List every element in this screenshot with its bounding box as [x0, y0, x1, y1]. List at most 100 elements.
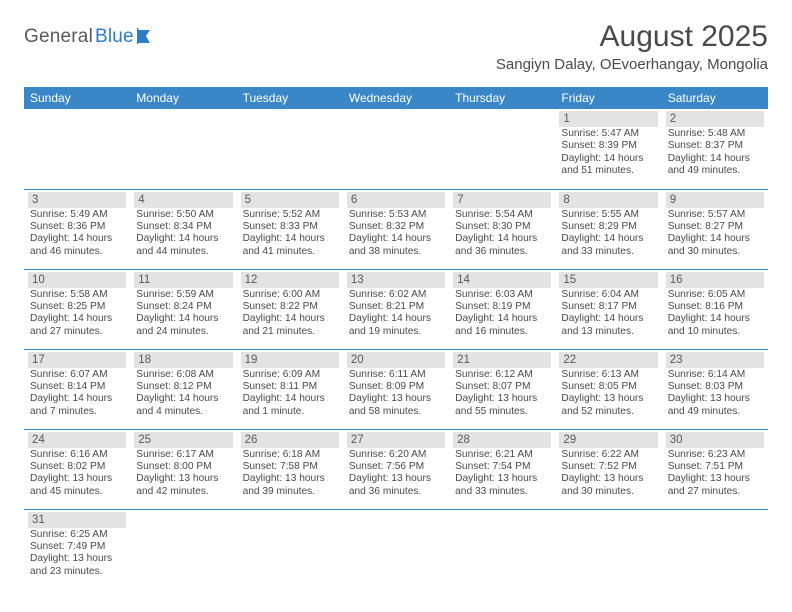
calendar-table: SundayMondayTuesdayWednesdayThursdayFrid… — [24, 87, 768, 589]
day-info: Sunrise: 6:16 AMSunset: 8:02 PMDaylight:… — [28, 449, 126, 499]
location: Sangiyn Dalay, OEvoerhangay, Mongolia — [496, 56, 768, 73]
calendar-cell: 9Sunrise: 5:57 AMSunset: 8:27 PMDaylight… — [662, 189, 768, 269]
calendar-cell: 6Sunrise: 5:53 AMSunset: 8:32 PMDaylight… — [343, 189, 449, 269]
calendar-cell: 1Sunrise: 5:47 AMSunset: 8:39 PMDaylight… — [555, 109, 661, 189]
calendar-cell: 22Sunrise: 6:13 AMSunset: 8:05 PMDayligh… — [555, 349, 661, 429]
day-header: Monday — [130, 87, 236, 109]
day-number: 30 — [666, 432, 764, 448]
calendar-cell: 26Sunrise: 6:18 AMSunset: 7:58 PMDayligh… — [237, 429, 343, 509]
calendar-cell: 11Sunrise: 5:59 AMSunset: 8:24 PMDayligh… — [130, 269, 236, 349]
day-info: Sunrise: 6:08 AMSunset: 8:12 PMDaylight:… — [134, 369, 232, 419]
calendar-cell: 29Sunrise: 6:22 AMSunset: 7:52 PMDayligh… — [555, 429, 661, 509]
day-number: 25 — [134, 432, 232, 448]
calendar-cell — [343, 509, 449, 589]
day-number: 27 — [347, 432, 445, 448]
calendar-row: 1Sunrise: 5:47 AMSunset: 8:39 PMDaylight… — [24, 109, 768, 189]
calendar-cell — [237, 509, 343, 589]
day-number: 7 — [453, 192, 551, 208]
day-info: Sunrise: 6:20 AMSunset: 7:56 PMDaylight:… — [347, 449, 445, 499]
calendar-cell — [130, 509, 236, 589]
calendar-cell: 13Sunrise: 6:02 AMSunset: 8:21 PMDayligh… — [343, 269, 449, 349]
day-info: Sunrise: 5:47 AMSunset: 8:39 PMDaylight:… — [559, 128, 657, 178]
calendar-cell — [237, 109, 343, 189]
day-number: 29 — [559, 432, 657, 448]
brand-general: General — [24, 26, 93, 48]
calendar-cell: 4Sunrise: 5:50 AMSunset: 8:34 PMDaylight… — [130, 189, 236, 269]
day-number: 15 — [559, 272, 657, 288]
day-info: Sunrise: 5:52 AMSunset: 8:33 PMDaylight:… — [241, 209, 339, 259]
day-info: Sunrise: 5:53 AMSunset: 8:32 PMDaylight:… — [347, 209, 445, 259]
day-info: Sunrise: 5:54 AMSunset: 8:30 PMDaylight:… — [453, 209, 551, 259]
brand-blue: Blue — [95, 26, 134, 48]
day-info: Sunrise: 6:23 AMSunset: 7:51 PMDaylight:… — [666, 449, 764, 499]
day-info: Sunrise: 6:07 AMSunset: 8:14 PMDaylight:… — [28, 369, 126, 419]
calendar-cell: 16Sunrise: 6:05 AMSunset: 8:16 PMDayligh… — [662, 269, 768, 349]
day-info: Sunrise: 6:02 AMSunset: 8:21 PMDaylight:… — [347, 289, 445, 339]
calendar-cell: 12Sunrise: 6:00 AMSunset: 8:22 PMDayligh… — [237, 269, 343, 349]
day-info: Sunrise: 6:12 AMSunset: 8:07 PMDaylight:… — [453, 369, 551, 419]
day-info: Sunrise: 5:59 AMSunset: 8:24 PMDaylight:… — [134, 289, 232, 339]
day-number: 24 — [28, 432, 126, 448]
day-number: 11 — [134, 272, 232, 288]
day-info: Sunrise: 6:03 AMSunset: 8:19 PMDaylight:… — [453, 289, 551, 339]
day-number: 31 — [28, 512, 126, 528]
calendar-cell: 7Sunrise: 5:54 AMSunset: 8:30 PMDaylight… — [449, 189, 555, 269]
day-info: Sunrise: 6:14 AMSunset: 8:03 PMDaylight:… — [666, 369, 764, 419]
day-info: Sunrise: 6:11 AMSunset: 8:09 PMDaylight:… — [347, 369, 445, 419]
day-number: 14 — [453, 272, 551, 288]
day-number: 3 — [28, 192, 126, 208]
day-info: Sunrise: 5:57 AMSunset: 8:27 PMDaylight:… — [666, 209, 764, 259]
day-number: 26 — [241, 432, 339, 448]
day-number: 21 — [453, 352, 551, 368]
day-number: 16 — [666, 272, 764, 288]
day-header: Tuesday — [237, 87, 343, 109]
calendar-cell — [449, 109, 555, 189]
day-info: Sunrise: 5:49 AMSunset: 8:36 PMDaylight:… — [28, 209, 126, 259]
calendar-cell: 23Sunrise: 6:14 AMSunset: 8:03 PMDayligh… — [662, 349, 768, 429]
calendar-cell: 28Sunrise: 6:21 AMSunset: 7:54 PMDayligh… — [449, 429, 555, 509]
calendar-cell: 18Sunrise: 6:08 AMSunset: 8:12 PMDayligh… — [130, 349, 236, 429]
day-number: 28 — [453, 432, 551, 448]
calendar-cell: 25Sunrise: 6:17 AMSunset: 8:00 PMDayligh… — [130, 429, 236, 509]
day-header: Saturday — [662, 87, 768, 109]
day-number: 5 — [241, 192, 339, 208]
calendar-cell — [24, 109, 130, 189]
day-header: Sunday — [24, 87, 130, 109]
calendar-cell — [449, 509, 555, 589]
calendar-cell — [555, 509, 661, 589]
day-number: 23 — [666, 352, 764, 368]
calendar-cell: 3Sunrise: 5:49 AMSunset: 8:36 PMDaylight… — [24, 189, 130, 269]
brand-logo: GeneralBlue — [24, 20, 159, 48]
day-number: 20 — [347, 352, 445, 368]
day-info: Sunrise: 5:48 AMSunset: 8:37 PMDaylight:… — [666, 128, 764, 178]
day-number: 4 — [134, 192, 232, 208]
day-number: 8 — [559, 192, 657, 208]
calendar-cell — [130, 109, 236, 189]
month-title: August 2025 — [496, 20, 768, 54]
day-info: Sunrise: 6:09 AMSunset: 8:11 PMDaylight:… — [241, 369, 339, 419]
page: GeneralBlue August 2025 Sangiyn Dalay, O… — [0, 0, 792, 609]
day-number: 9 — [666, 192, 764, 208]
day-info: Sunrise: 5:55 AMSunset: 8:29 PMDaylight:… — [559, 209, 657, 259]
calendar-cell: 5Sunrise: 5:52 AMSunset: 8:33 PMDaylight… — [237, 189, 343, 269]
day-number: 22 — [559, 352, 657, 368]
day-info: Sunrise: 6:22 AMSunset: 7:52 PMDaylight:… — [559, 449, 657, 499]
calendar-cell: 19Sunrise: 6:09 AMSunset: 8:11 PMDayligh… — [237, 349, 343, 429]
calendar-cell: 2Sunrise: 5:48 AMSunset: 8:37 PMDaylight… — [662, 109, 768, 189]
flag-icon — [137, 28, 159, 49]
day-info: Sunrise: 6:13 AMSunset: 8:05 PMDaylight:… — [559, 369, 657, 419]
calendar-row: 10Sunrise: 5:58 AMSunset: 8:25 PMDayligh… — [24, 269, 768, 349]
day-number: 10 — [28, 272, 126, 288]
calendar-cell: 24Sunrise: 6:16 AMSunset: 8:02 PMDayligh… — [24, 429, 130, 509]
day-info: Sunrise: 6:05 AMSunset: 8:16 PMDaylight:… — [666, 289, 764, 339]
day-number: 12 — [241, 272, 339, 288]
header: GeneralBlue August 2025 Sangiyn Dalay, O… — [24, 20, 768, 79]
calendar-cell: 21Sunrise: 6:12 AMSunset: 8:07 PMDayligh… — [449, 349, 555, 429]
calendar-cell: 10Sunrise: 5:58 AMSunset: 8:25 PMDayligh… — [24, 269, 130, 349]
day-info: Sunrise: 6:04 AMSunset: 8:17 PMDaylight:… — [559, 289, 657, 339]
calendar-row: 3Sunrise: 5:49 AMSunset: 8:36 PMDaylight… — [24, 189, 768, 269]
calendar-row: 24Sunrise: 6:16 AMSunset: 8:02 PMDayligh… — [24, 429, 768, 509]
day-info: Sunrise: 5:58 AMSunset: 8:25 PMDaylight:… — [28, 289, 126, 339]
calendar-head: SundayMondayTuesdayWednesdayThursdayFrid… — [24, 87, 768, 109]
day-number: 13 — [347, 272, 445, 288]
